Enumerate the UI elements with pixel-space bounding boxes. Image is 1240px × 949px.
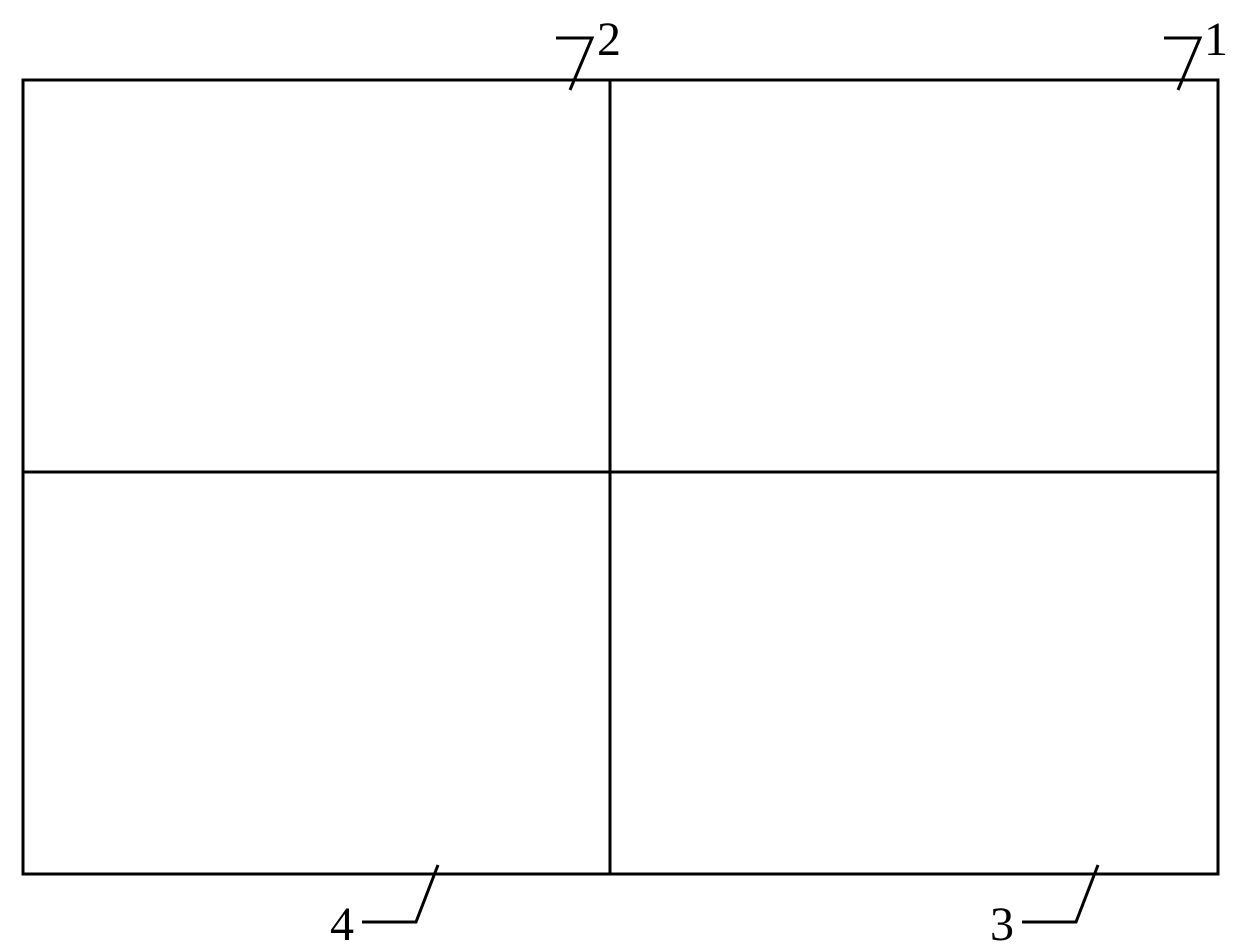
diagram-canvas [0, 0, 1240, 949]
leader-1 [1164, 38, 1200, 90]
label-1: 1 [1204, 12, 1228, 67]
leader-2 [556, 38, 592, 90]
label-3: 3 [990, 897, 1014, 949]
label-2: 2 [597, 12, 621, 67]
leader-lines [362, 38, 1200, 922]
label-4: 4 [330, 897, 354, 949]
outer-rect [23, 80, 1218, 874]
